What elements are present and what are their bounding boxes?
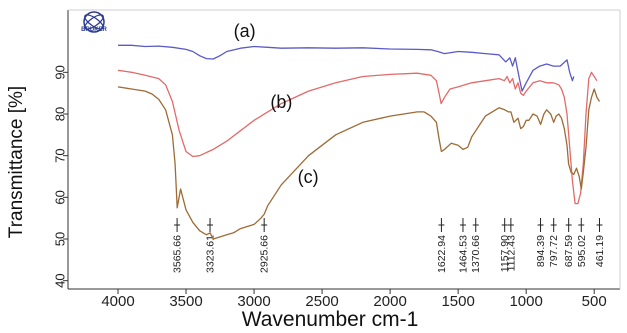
x-tick-label: 3500 [169, 293, 202, 310]
y-tick-label: 80 [53, 107, 68, 121]
x-tick-label: 3000 [237, 293, 270, 310]
peak-label: 3565.66 [172, 235, 184, 273]
peak-markers: 3565.66 3323.61 2925.66 1622.94 1464.53 1370.… [172, 218, 606, 273]
x-tick-label: 500 [582, 293, 607, 310]
peak-label: 1464.53 [457, 235, 469, 273]
series-line-3 [117, 86, 601, 240]
x-tick-label: 2000 [373, 293, 406, 310]
x-tick-label: 1500 [441, 293, 474, 310]
peak-label: 2925.66 [259, 235, 271, 273]
y-axis-ticks: 40 50 60 70 80 90 [53, 65, 68, 288]
curve-labels: (a) (b) (c) [234, 21, 319, 187]
y-axis-title: Transmittance [%] [6, 86, 27, 238]
bruker-logo: BRUKER [81, 11, 107, 33]
peak-label: 1370.66 [470, 235, 482, 273]
peak-label: 1157.90 [499, 235, 511, 272]
y-tick-label: 70 [53, 148, 68, 162]
peak-label: 461.19 [594, 235, 606, 267]
curve-label: (a) [234, 21, 256, 41]
series-line-1 [118, 44, 575, 92]
x-axis-title: Wavenumber cm-1 [242, 308, 419, 331]
peak-label: 687.59 [563, 235, 575, 267]
peak-label: 595.02 [576, 235, 588, 267]
x-tick-label: 2500 [305, 293, 338, 310]
curve-label: (b) [270, 92, 292, 112]
peak-label: 894.39 [535, 235, 547, 267]
peak-label: 1622.94 [436, 235, 448, 273]
peak-label: 797.72 [548, 235, 560, 267]
series-layer [117, 44, 601, 240]
plot-frame [67, 9, 621, 290]
y-tick-label: 40 [53, 273, 68, 287]
series-line-2 [117, 69, 598, 205]
x-axis-ticks: 4000 3500 3000 2500 2000 1500 1000 500 [101, 289, 607, 310]
x-tick-label: 4000 [101, 293, 134, 310]
peak-label: 3323.61 [205, 235, 217, 273]
bruker-logo-text: BRUKER [81, 27, 107, 33]
y-tick-label: 60 [53, 190, 68, 204]
curve-label: (c) [298, 167, 319, 187]
bruker-logo-emblem-icon [83, 11, 105, 33]
y-tick-label: 50 [53, 232, 68, 246]
peak-label: 1112.43 [505, 235, 517, 272]
x-tick-label: 1000 [509, 293, 542, 310]
y-tick-label: 90 [53, 65, 68, 79]
